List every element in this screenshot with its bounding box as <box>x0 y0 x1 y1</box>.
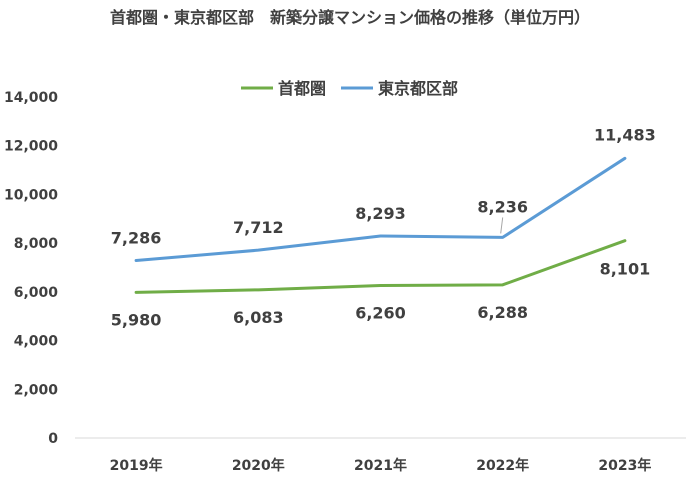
x-tick-label: 2022年 <box>476 457 529 474</box>
series-2-data-label: 7,286 <box>111 229 162 248</box>
leader-lines <box>500 217 504 234</box>
series-1-data-label: 6,260 <box>355 304 406 323</box>
y-tick-label: 8,000 <box>14 236 59 252</box>
data-labels: 5,980 6,083 6,260 6,288 8,101 7,286 7,712 8,293… <box>111 125 656 329</box>
chart-title: 首都圏・東京都区部 新築分譲マンション価格の推移（単位万円） <box>110 8 590 27</box>
y-tick-label: 6,000 <box>14 285 59 301</box>
series-1-data-label: 8,101 <box>600 260 651 279</box>
x-tick-label: 2020年 <box>232 457 285 474</box>
series-line-2 <box>134 156 627 263</box>
series-1-data-label: 6,288 <box>477 303 528 322</box>
series-1-data-label: 6,083 <box>233 308 284 327</box>
x-tick-label: 2023年 <box>598 457 651 474</box>
y-tick-label: 4,000 <box>14 334 59 350</box>
series-1-data-label: 5,980 <box>111 310 162 329</box>
series-2-data-label: 11,483 <box>594 125 656 144</box>
y-tick-label: 2,000 <box>14 382 59 398</box>
x-tick-label: 2021年 <box>354 457 407 474</box>
y-tick-label: 14,000 <box>4 90 58 106</box>
series-2-data-label: 7,712 <box>233 218 284 237</box>
x-axis-ticks: 2019年 2020年 2021年 2022年 2023年 <box>110 457 652 474</box>
series-2-data-label: 8,293 <box>355 204 406 223</box>
series-line-1 <box>134 239 627 294</box>
series-lines <box>134 156 627 294</box>
legend: 首都圏 東京都区部 <box>241 79 458 98</box>
legend-label-series-1: 首都圏 <box>278 79 326 98</box>
series-2-data-label: 8,236 <box>477 197 528 216</box>
y-tick-label: 12,000 <box>4 139 58 155</box>
y-tick-label: 10,000 <box>4 187 58 203</box>
y-axis-ticks: 0 2,000 4,000 6,000 8,000 10,000 12,000 14,000 <box>4 90 58 447</box>
y-tick-label: 0 <box>48 431 58 447</box>
data-label-leader-line <box>500 217 504 234</box>
x-tick-label: 2019年 <box>110 457 163 474</box>
legend-label-series-2: 東京都区部 <box>378 79 458 98</box>
